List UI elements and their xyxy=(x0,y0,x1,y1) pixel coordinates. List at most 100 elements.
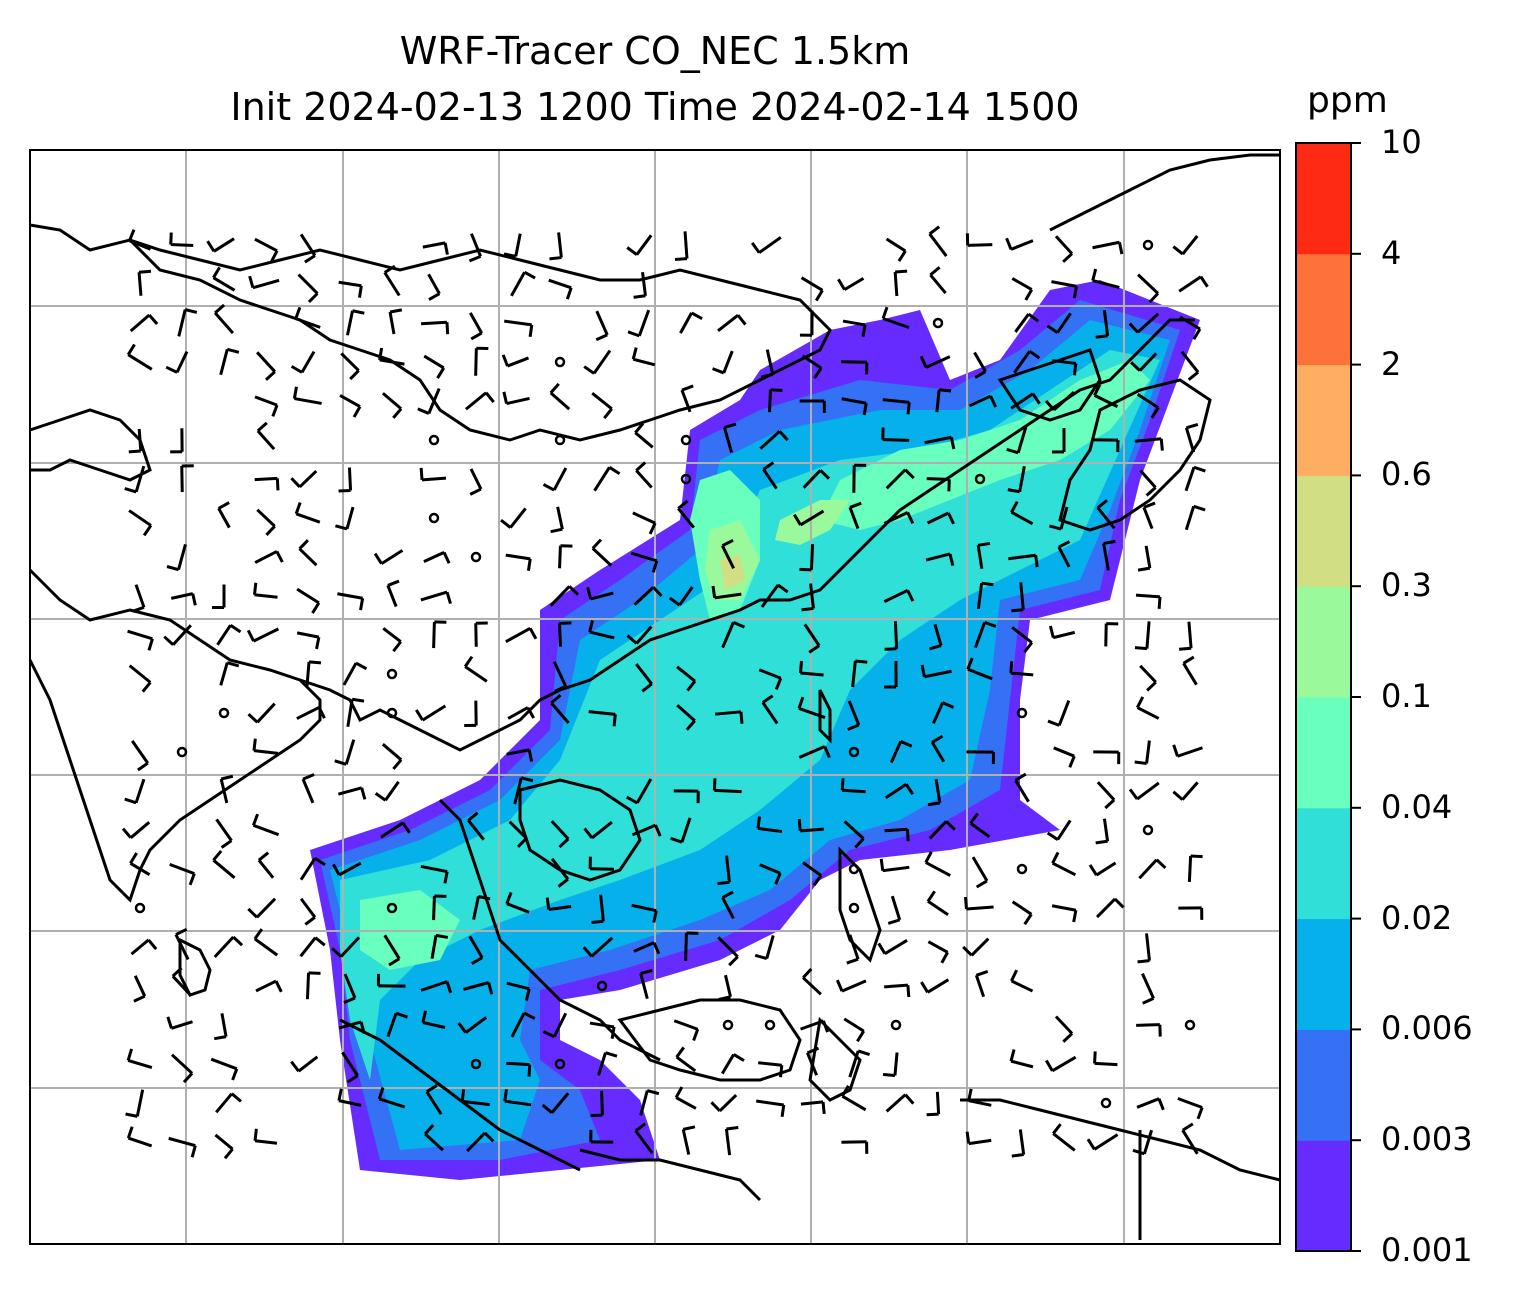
wind-barb xyxy=(423,551,451,564)
wind-barb xyxy=(1048,625,1076,640)
wind-barb xyxy=(670,817,692,844)
wind-barb xyxy=(1086,1133,1119,1151)
wind-barb xyxy=(881,306,910,329)
wind-barb xyxy=(885,237,907,262)
wind-barb xyxy=(255,979,283,993)
wind-barb xyxy=(676,665,697,692)
wind-barb xyxy=(1013,349,1041,374)
wind-barb xyxy=(722,422,737,453)
wind-barb xyxy=(721,890,735,920)
wind-barb xyxy=(472,895,491,920)
wind-barb xyxy=(1008,553,1039,568)
wind-barb xyxy=(965,233,993,247)
wind-barb xyxy=(550,694,570,724)
wind-barb xyxy=(634,1122,654,1155)
wind-barb xyxy=(294,306,321,329)
wind-barb xyxy=(174,927,190,961)
wind-barb xyxy=(1051,904,1078,923)
wind-barb xyxy=(841,1085,867,1112)
wind-barb xyxy=(883,511,915,525)
plume-contour-3 xyxy=(340,350,1160,1080)
wind-barb xyxy=(373,549,404,565)
wind-barb xyxy=(337,592,365,611)
wind-barb xyxy=(1091,268,1120,289)
wind-barb xyxy=(338,1020,366,1034)
wind-barb xyxy=(800,1100,826,1115)
wind-barb xyxy=(974,620,997,649)
wind-barb xyxy=(927,940,949,964)
wind-barb xyxy=(1096,499,1116,530)
wind-barb xyxy=(252,738,279,755)
wind-barb xyxy=(760,349,775,379)
wind-barb xyxy=(502,391,530,406)
wind-barb xyxy=(1047,700,1071,727)
wind-barb xyxy=(177,308,198,337)
wind-barb xyxy=(674,231,689,261)
wind-barb xyxy=(924,851,951,877)
wind-barb xyxy=(334,739,356,766)
wind-barb xyxy=(1172,781,1199,801)
wind-barb xyxy=(254,237,279,263)
wind-barb xyxy=(171,966,193,997)
wind-barb xyxy=(843,1017,866,1043)
wind-barb xyxy=(968,394,998,408)
wind-barb xyxy=(680,384,694,413)
japan xyxy=(1058,378,1212,532)
border-west xyxy=(29,408,152,482)
wind-barb xyxy=(247,897,277,919)
wind-barb xyxy=(673,1019,700,1042)
wind-barb xyxy=(381,743,403,770)
wind-barb xyxy=(428,512,440,524)
colorbar-tick-label: 2 xyxy=(1381,344,1402,383)
wind-barb xyxy=(754,935,775,961)
wind-barb xyxy=(464,700,478,728)
wind-barb xyxy=(1046,312,1072,334)
wind-barb xyxy=(676,704,696,731)
wind-barb xyxy=(717,936,739,967)
wind-barb xyxy=(296,706,326,720)
wind-barb xyxy=(338,467,353,493)
wind-barb xyxy=(1172,744,1203,758)
wind-barb xyxy=(1052,1123,1076,1152)
wind-barb xyxy=(505,626,538,644)
wind-barb xyxy=(296,587,321,614)
wind-barb xyxy=(469,468,483,496)
wind-barb xyxy=(505,553,532,571)
wind-barb xyxy=(1011,1129,1026,1158)
wind-barb xyxy=(290,1055,319,1073)
wind-barb xyxy=(206,237,235,253)
wind-barb xyxy=(1181,1122,1199,1155)
wind-barb xyxy=(129,313,159,333)
wind-barb xyxy=(506,1061,532,1077)
wind-barb xyxy=(1007,465,1026,494)
wind-barb xyxy=(595,310,609,342)
wind-barb xyxy=(626,625,653,645)
colorbar-segment xyxy=(1296,586,1351,698)
wind-barb xyxy=(507,706,535,720)
wind-barb xyxy=(764,1019,776,1031)
wind-barb xyxy=(218,707,230,719)
wind-barb xyxy=(542,467,568,492)
wind-barb xyxy=(721,620,746,649)
wind-barb xyxy=(506,981,531,1001)
wind-barb xyxy=(675,1046,697,1073)
wind-barb xyxy=(1179,315,1202,341)
wind-barb xyxy=(798,745,831,759)
wind-barb xyxy=(852,463,867,493)
wind-barb xyxy=(420,320,450,335)
wind-barb xyxy=(415,704,447,722)
colorbar-tick-label: 0.6 xyxy=(1381,455,1432,494)
wind-barb xyxy=(759,430,789,450)
wind-barb xyxy=(170,592,197,606)
wind-barb xyxy=(1009,1049,1034,1069)
colorbar-segment xyxy=(1296,143,1351,255)
wind-barb xyxy=(680,473,692,485)
wind-barb xyxy=(558,544,573,569)
wind-barb xyxy=(630,551,659,573)
wind-barb xyxy=(1184,465,1206,492)
wind-barb xyxy=(1093,750,1121,765)
wind-barb xyxy=(1054,235,1074,263)
wind-barb xyxy=(1136,393,1160,419)
colorbar-tick-label: 10 xyxy=(1381,123,1422,161)
wind-barb xyxy=(1095,310,1110,339)
